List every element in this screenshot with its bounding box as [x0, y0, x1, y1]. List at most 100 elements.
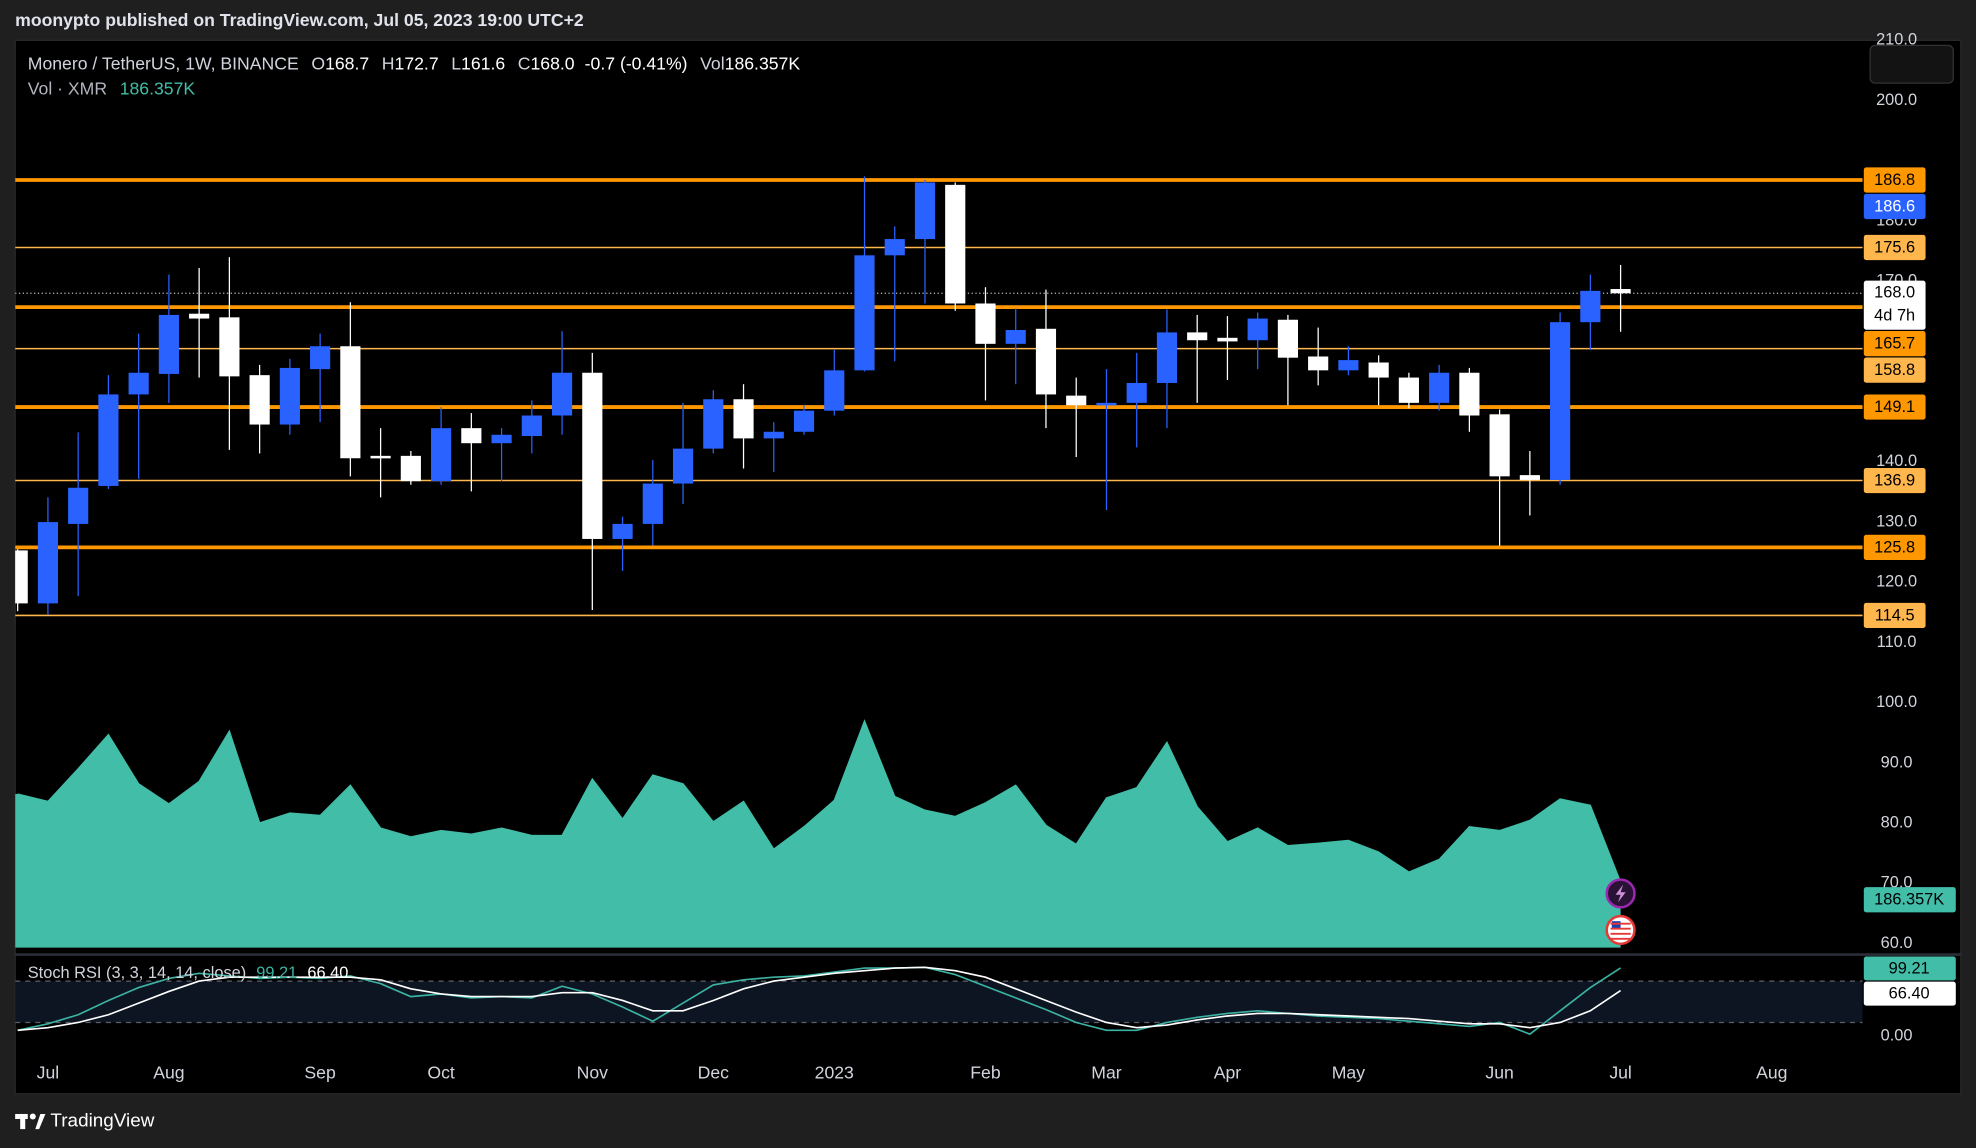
candle-body	[914, 182, 936, 240]
price-label-box	[1863, 193, 1926, 220]
x-tick-label: Jun	[1485, 1062, 1513, 1082]
price-label-box	[1863, 234, 1926, 261]
candle-body	[763, 431, 784, 439]
y-tick-label: 60.0	[1881, 934, 1913, 952]
stoch-d-value: 66.40	[307, 964, 348, 982]
candle-body	[733, 399, 754, 439]
x-tick-label: Aug	[153, 1062, 184, 1082]
x-tick-label: Dec	[698, 1062, 730, 1082]
candle-body	[1126, 382, 1147, 403]
price-label: 186.6	[1874, 197, 1915, 215]
event-icon-bolt	[1615, 884, 1626, 903]
x-tick-label: 2023	[815, 1062, 854, 1082]
candle-body	[1368, 362, 1389, 378]
stoch-k-value: 99.21	[256, 964, 297, 982]
x-tick-label: Aug	[1756, 1062, 1787, 1082]
price-label: 125.8	[1874, 538, 1915, 556]
candle-body	[37, 522, 59, 604]
candle-body	[431, 428, 452, 482]
price-label-box	[1863, 331, 1926, 357]
legend-key: O	[311, 53, 325, 73]
price-label-box	[1863, 394, 1926, 420]
legend-main: Monero / TetherUS, 1W, BINANCE O168.7 H172…	[28, 53, 801, 73]
y-tick-label: 130.0	[1876, 512, 1917, 530]
candle-body	[945, 184, 966, 304]
y-tick-label: 210.0	[1876, 31, 1917, 49]
legend-value: 172.7	[395, 53, 439, 73]
legend-volume-value: 186.357K	[725, 53, 801, 73]
candle-body	[824, 370, 845, 411]
candle-body	[1580, 290, 1601, 323]
volume-label-box	[1863, 887, 1956, 913]
candle-body	[1489, 414, 1510, 477]
candle-body	[1187, 332, 1208, 341]
candle-body	[461, 428, 482, 444]
candle-body	[1429, 372, 1450, 403]
legend-title: Monero / TetherUS, 1W, BINANCE	[28, 53, 299, 73]
candle-body	[98, 394, 119, 486]
x-tick-label: Apr	[1214, 1062, 1242, 1082]
legend-key: L	[451, 53, 461, 73]
price-label: 175.6	[1874, 238, 1915, 256]
stoch-tick-label: 0.00	[1881, 1027, 1913, 1045]
candle-body	[158, 314, 179, 374]
stoch-label: 99.21	[1889, 959, 1930, 977]
y-tick-label: 120.0	[1876, 573, 1917, 591]
stoch-band	[15, 981, 1863, 1023]
last-price-box	[1863, 280, 1926, 330]
tradingview-logo	[15, 1113, 46, 1130]
candle-body	[1338, 360, 1359, 371]
y-tick-label: 140.0	[1876, 452, 1917, 470]
y-tick-label: 100.0	[1876, 693, 1917, 711]
x-tick-label: Mar	[1091, 1062, 1121, 1082]
x-tick-label: Sep	[304, 1062, 336, 1082]
footer-brand: TradingView	[50, 1111, 154, 1132]
price-label: 114.5	[1875, 606, 1915, 624]
publisher: moonypto published on TradingView.com, J…	[15, 10, 584, 30]
volume-label: 186.357K	[1874, 891, 1944, 909]
scale-button[interactable]	[1869, 44, 1954, 84]
candle-body	[370, 455, 391, 459]
price-pane	[15, 176, 1863, 948]
candle-body	[703, 399, 724, 449]
y-tick-label: 110.0	[1877, 633, 1917, 651]
stoch-label: 66.40	[1889, 985, 1930, 1003]
candle-body	[582, 372, 603, 539]
candle-body	[1550, 322, 1571, 480]
candle-body	[1459, 372, 1480, 416]
candle-body	[279, 367, 300, 425]
legend-volume-key: Vol	[700, 53, 725, 73]
candle-body	[68, 487, 89, 524]
candle-body	[642, 483, 663, 524]
candle-body	[884, 239, 905, 256]
candle-body	[1247, 318, 1268, 341]
y-tick-label: 200.0	[1876, 91, 1917, 109]
candle-body	[400, 455, 421, 482]
price-label-box	[1863, 467, 1926, 494]
y-tick-label: 90.0	[1881, 753, 1913, 771]
candle-body	[128, 372, 149, 395]
price-label-box	[1863, 534, 1926, 560]
volume-area	[15, 720, 1621, 948]
price-label: 186.8	[1874, 171, 1915, 189]
legend-value: 168.7	[325, 53, 369, 73]
candle-body	[1519, 475, 1540, 480]
x-tick-label: May	[1332, 1062, 1365, 1082]
volume-value: 186.357K	[120, 78, 196, 98]
price-label-box	[1863, 602, 1926, 629]
x-tick-label: Jul	[37, 1062, 60, 1082]
volume-name: Vol · XMR	[28, 78, 107, 98]
x-tick-label: Feb	[970, 1062, 1001, 1082]
price-label: 149.1	[1874, 398, 1915, 416]
last-price-label: 168.0	[1874, 284, 1915, 302]
x-tick-label: Jul	[1609, 1062, 1632, 1082]
candle-body	[1156, 332, 1178, 383]
legend-volume: Vol · XMR 186.357K	[28, 78, 196, 98]
candle-body	[340, 346, 361, 459]
candle-body	[491, 434, 512, 444]
price-label-box	[1863, 167, 1926, 193]
price-label: 158.8	[1874, 361, 1915, 379]
stoch-label-box	[1863, 981, 1956, 1006]
